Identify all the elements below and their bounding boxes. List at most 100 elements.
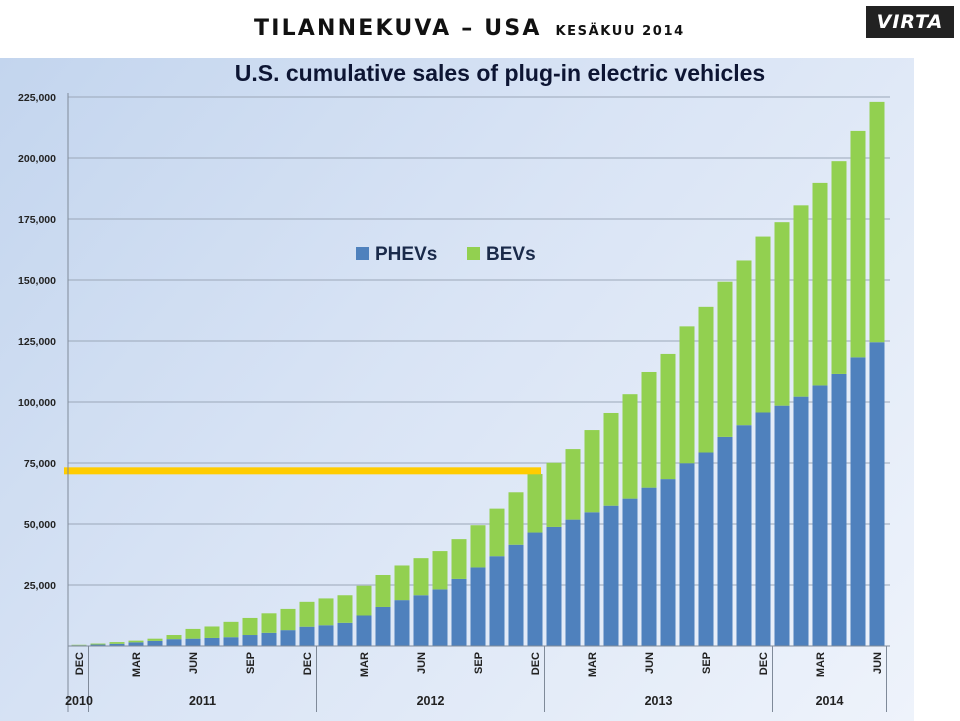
bar-phev xyxy=(223,637,239,646)
bar-phev xyxy=(394,600,410,646)
bar-phev xyxy=(90,644,106,646)
bar-bev xyxy=(831,161,847,374)
bar-bev xyxy=(850,130,866,358)
bar-phev xyxy=(185,638,201,646)
bar-bev xyxy=(166,635,182,640)
bar-bev xyxy=(470,525,486,568)
bar-phev xyxy=(489,556,505,646)
bar-bev xyxy=(679,326,695,464)
bar-phev xyxy=(717,436,733,646)
bar-bev xyxy=(698,306,714,453)
bar-bev xyxy=(261,613,277,633)
bar-phev xyxy=(128,642,144,646)
bar-phev xyxy=(280,630,296,646)
bars xyxy=(64,101,885,646)
bar-bev xyxy=(489,508,505,557)
bar-phev xyxy=(812,385,828,646)
bar-bev xyxy=(527,473,543,533)
bar-bev xyxy=(717,281,733,437)
bar-phev xyxy=(565,519,581,646)
x-tick-label: SEP xyxy=(473,652,485,674)
x-tick-label: JUN xyxy=(416,652,428,674)
bar-bev xyxy=(869,101,885,343)
bar-bev xyxy=(318,598,334,626)
bar-phev xyxy=(356,615,372,646)
bar-bev xyxy=(204,626,220,638)
x-tick-label: JUN xyxy=(872,652,884,674)
bar-phev xyxy=(869,342,885,646)
bar-phev xyxy=(413,595,429,646)
virta-logo: VIRTA xyxy=(866,6,954,38)
x-tick-label: DEC xyxy=(758,652,770,675)
bar-phev xyxy=(166,639,182,646)
bar-phev xyxy=(603,505,619,646)
bar-phev xyxy=(755,412,771,646)
x-tick-label: DEC xyxy=(530,652,542,675)
bar-bev xyxy=(812,182,828,386)
bar-bev xyxy=(185,628,201,639)
bar-phev xyxy=(698,452,714,646)
legend-label-bev: BEVs xyxy=(486,244,536,265)
y-tick-label: 225,000 xyxy=(18,92,56,104)
bar-phev xyxy=(451,578,467,646)
x-tick-label: SEP xyxy=(701,652,713,674)
x-tick-label: JUN xyxy=(644,652,656,674)
legend-swatch-phev xyxy=(356,247,369,260)
bar-bev xyxy=(451,539,467,579)
x-tick-label: MAR xyxy=(131,652,143,677)
bar-phev xyxy=(337,622,353,646)
year-label: 2013 xyxy=(645,694,673,708)
y-tick-label: 100,000 xyxy=(18,397,56,409)
bar-phev xyxy=(527,532,543,646)
y-tick-label: 175,000 xyxy=(18,214,56,226)
bar-phev xyxy=(679,463,695,646)
year-label: 2014 xyxy=(816,694,844,708)
bar-phev xyxy=(546,526,562,646)
year-label: 2012 xyxy=(417,694,445,708)
bar-bev xyxy=(375,574,391,607)
legend-label-phev: PHEVs xyxy=(375,244,437,265)
bar-bev xyxy=(432,551,448,590)
bar-phev xyxy=(508,544,524,646)
bar-phev xyxy=(204,637,220,646)
y-tick-label: 25,000 xyxy=(24,580,56,592)
bar-bev xyxy=(356,585,372,616)
slide-title: TILANNEKUVA – USA KESÄKUU 2014 xyxy=(254,16,685,41)
x-tick-label: MAR xyxy=(815,652,827,677)
bar-phev xyxy=(432,589,448,646)
bar-bev xyxy=(755,236,771,413)
year-label: 2010 xyxy=(65,694,93,708)
slide-title-main: TILANNEKUVA – USA xyxy=(254,16,542,41)
x-tick-label: DEC xyxy=(74,652,86,675)
bar-bev xyxy=(641,371,657,488)
bar-phev xyxy=(850,357,866,646)
bar-phev xyxy=(736,425,752,646)
slide-title-date: KESÄKUU 2014 xyxy=(555,24,685,39)
bar-phev xyxy=(242,635,258,646)
bar-phev xyxy=(660,479,676,646)
bar-phev xyxy=(261,632,277,646)
bar-phev xyxy=(793,396,809,646)
bar-bev xyxy=(147,638,163,641)
bar-phev xyxy=(622,498,638,646)
logo-text: VIRTA xyxy=(876,11,944,33)
chart-title: U.S. cumulative sales of plug-in electri… xyxy=(235,60,765,86)
bar-bev xyxy=(413,558,429,596)
bar-bev xyxy=(280,608,296,631)
highlight-line xyxy=(64,467,541,475)
y-tick-label: 200,000 xyxy=(18,153,56,165)
bar-bev xyxy=(603,412,619,506)
bar-phev xyxy=(641,487,657,646)
axes: 25,000 50,000 75,000 100,000 125,000 150,000 1… xyxy=(18,92,890,712)
y-tick-label: 50,000 xyxy=(24,519,56,531)
legend-swatch-bev xyxy=(467,247,480,260)
y-tick-label: 75,000 xyxy=(24,458,56,470)
bar-phev xyxy=(147,640,163,646)
bar-bev xyxy=(774,222,790,406)
bar-phev xyxy=(470,567,486,646)
x-tick-label: MAR xyxy=(359,652,371,677)
x-tick-label: MAR xyxy=(587,652,599,677)
legend: PHEVs BEVs xyxy=(356,244,536,265)
bar-bev xyxy=(128,640,144,643)
